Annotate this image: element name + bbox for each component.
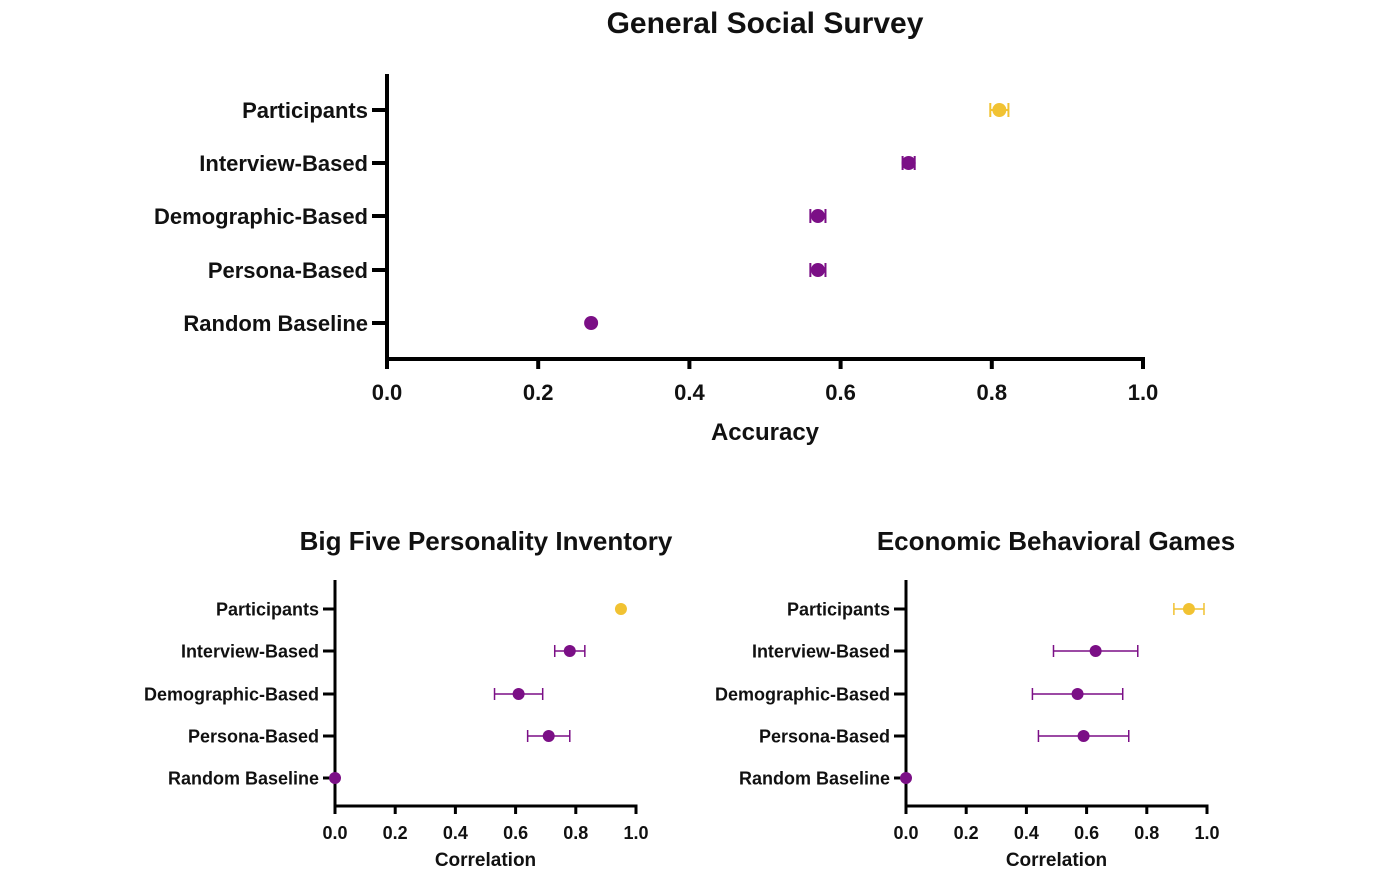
chart-title: General Social Survey [607,7,924,40]
data-point [512,688,525,700]
x-tick-label: 0.4 [443,823,468,843]
y-tick-label: Demographic-Based [154,204,368,229]
y-tick-label: Participants [216,599,319,619]
y-tick-label: Demographic-Based [144,684,319,704]
y-tick-label: Interview-Based [181,641,319,661]
data-point [992,103,1007,117]
x-tick-label: 0.4 [1014,823,1039,843]
data-point [810,263,825,277]
y-tick-label: Participants [787,599,890,619]
x-tick-label: 0.0 [322,823,347,843]
y-tick-label: Persona-Based [188,726,319,746]
x-tick-label: 1.0 [1128,380,1159,405]
x-axis-label: Accuracy [711,419,820,446]
x-axis-label: Correlation [1006,850,1107,871]
x-axis-label: Correlation [435,850,536,871]
x-tick-label: 0.4 [674,380,705,405]
y-tick-label: Demographic-Based [715,684,890,704]
data-point [1182,603,1195,615]
data-point [329,772,341,784]
y-tick-label: Interview-Based [199,151,368,176]
chart-title: Economic Behavioral Games [877,526,1235,556]
y-tick-label: Persona-Based [759,726,890,746]
x-tick-label: 0.2 [523,380,554,405]
x-tick-label: 0.0 [893,823,918,843]
data-point [810,209,825,223]
x-tick-label: 1.0 [1194,823,1219,843]
data-point [1077,730,1090,742]
x-tick-label: 0.0 [372,380,403,405]
data-point [542,730,555,742]
data-point [900,772,912,784]
y-tick-label: Random Baseline [168,768,319,788]
x-tick-label: 0.6 [1074,823,1099,843]
x-tick-label: 1.0 [623,823,648,843]
data-point [1089,645,1102,657]
x-tick-label: 0.6 [503,823,528,843]
x-tick-label: 0.8 [563,823,588,843]
data-point [1071,688,1084,700]
y-tick-label: Random Baseline [183,311,368,336]
chart-title: Big Five Personality Inventory [300,526,673,556]
y-tick-label: Participants [242,98,368,123]
data-point [901,156,916,170]
x-tick-label: 0.2 [383,823,408,843]
data-point [614,603,627,615]
x-tick-label: 0.2 [954,823,979,843]
data-point [584,316,599,330]
data-point [563,645,576,657]
y-tick-label: Random Baseline [739,768,890,788]
x-tick-label: 0.6 [825,380,856,405]
x-tick-label: 0.8 [1134,823,1159,843]
y-tick-label: Persona-Based [208,258,368,283]
y-tick-label: Interview-Based [752,641,890,661]
x-tick-label: 0.8 [977,380,1008,405]
